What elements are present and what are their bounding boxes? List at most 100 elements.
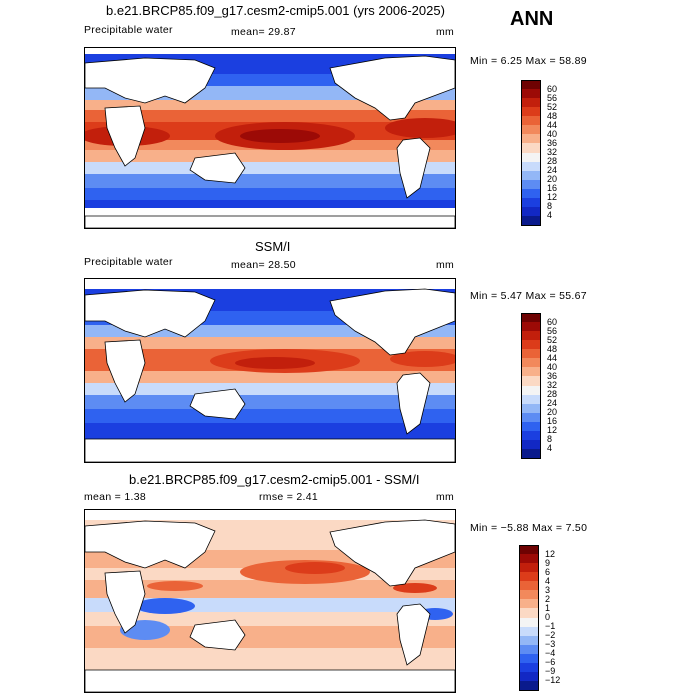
colorbar-swatch (521, 98, 541, 108)
colorbar-label: 28 (547, 156, 558, 167)
panel2-land (85, 288, 455, 462)
colorbar-label: 16 (547, 183, 558, 194)
colorbar-label: −2 (545, 630, 556, 641)
colorbar-label: 8 (547, 434, 553, 445)
colorbar-label: −12 (545, 675, 561, 686)
colorbar-swatch (519, 572, 539, 582)
panel3-map (84, 509, 456, 693)
colorbar-label: 8 (547, 201, 553, 212)
colorbar-swatch (521, 349, 541, 359)
colorbar-label: 44 (547, 119, 558, 130)
colorbar-label: 20 (547, 174, 558, 185)
season-label: ANN (510, 8, 554, 30)
colorbar-swatch (519, 671, 539, 682)
colorbar-swatch (519, 608, 539, 618)
panel3-rmse: rmse = 2.41 (259, 491, 319, 503)
panel2-minmax: Min = 5.47 Max = 55.67 (470, 290, 587, 302)
colorbar-label: 1 (545, 602, 551, 613)
panel1-minmax: Min = 6.25 Max = 58.89 (470, 55, 587, 67)
colorbar-swatch (521, 152, 541, 163)
panel1-units: mm (436, 26, 455, 38)
colorbar-swatch (519, 563, 539, 573)
colorbar-label: 32 (547, 380, 558, 390)
panel2-variable: Precipitable water (84, 256, 173, 268)
colorbar-label: 36 (547, 370, 558, 381)
colorbar-label: 24 (547, 165, 558, 176)
colorbar-label: 12 (547, 425, 558, 436)
colorbar-swatch (521, 331, 541, 341)
colorbar-swatch (519, 680, 539, 691)
colorbar-label: 24 (547, 398, 558, 409)
colorbar-swatch (521, 367, 541, 377)
panel2-title: SSM/I (255, 239, 291, 254)
panel3-units: mm (436, 491, 455, 503)
colorbar-label: 52 (547, 101, 558, 112)
colorbar-swatch (521, 448, 541, 459)
colorbar-label: 28 (547, 389, 558, 400)
colorbar-label: 60 (547, 83, 558, 94)
colorbar-swatch (521, 170, 541, 181)
colorbar-label: −6 (545, 657, 556, 668)
colorbar-label: 44 (547, 352, 558, 363)
colorbar-swatch (519, 644, 539, 655)
colorbar-label: 9 (545, 557, 551, 568)
colorbar-label: 0 (545, 612, 551, 622)
colorbar-swatch (519, 554, 539, 564)
colorbar-swatch (521, 403, 541, 414)
colorbar-label: −4 (545, 648, 556, 659)
colorbar-label: 4 (547, 443, 553, 454)
panel3-title: b.e21.BRCP85.f09_g17.cesm2-cmip5.001 - S… (129, 472, 420, 487)
colorbar-swatch (519, 590, 539, 600)
colorbar-swatch (521, 206, 541, 217)
colorbar-swatch (521, 188, 541, 199)
colorbar-swatch (519, 626, 539, 637)
colorbar-label: 56 (547, 92, 558, 103)
colorbar-label: 36 (547, 137, 558, 148)
colorbar-swatch (521, 439, 541, 450)
colorbar-label: 12 (547, 192, 558, 203)
colorbar-label: 48 (547, 110, 558, 121)
colorbar-swatch (521, 430, 541, 441)
colorbar-label: 52 (547, 334, 558, 345)
colorbar-swatch (521, 89, 541, 99)
colorbar-swatch (519, 599, 539, 609)
colorbar-swatch (521, 340, 541, 350)
colorbar-swatch (521, 215, 541, 226)
colorbar-label: 4 (545, 575, 551, 586)
colorbar-label: 40 (547, 128, 558, 139)
colorbar-swatch (521, 421, 541, 432)
colorbar-swatch (519, 545, 539, 555)
panel1-colorbar: 60 56 52 48 44 40 36 32 28 24 20 16 12 8 4 (521, 80, 581, 226)
panel1-land (85, 55, 455, 228)
panel3-minmax: Min = −5.88 Max = 7.50 (470, 522, 588, 534)
colorbar-label: −9 (545, 666, 556, 677)
colorbar-label: 16 (547, 416, 558, 427)
colorbar-label: 60 (547, 316, 558, 327)
panel2-mean: mean= 28.50 (231, 259, 296, 271)
colorbar-swatch (521, 107, 541, 117)
colorbar-swatch (519, 662, 539, 673)
panel2-colorbar: 60 56 52 48 44 40 36 32 28 24 20 16 12 8 4 (521, 313, 581, 459)
colorbar-swatch (521, 322, 541, 332)
panel1-mean: mean= 29.87 (231, 26, 296, 38)
colorbar-swatch (521, 134, 541, 144)
colorbar-swatch (519, 653, 539, 664)
colorbar-swatch (521, 385, 541, 396)
colorbar-label: 56 (547, 325, 558, 336)
colorbar-swatch (521, 161, 541, 172)
panel1-map (84, 47, 456, 229)
colorbar-label: 6 (545, 566, 551, 577)
panel2-map (84, 278, 456, 463)
colorbar-swatch (521, 143, 541, 153)
colorbar-label: 48 (547, 343, 558, 354)
colorbar-swatch (519, 617, 539, 628)
colorbar-label: −3 (545, 639, 556, 650)
colorbar-label: 2 (545, 593, 551, 604)
colorbar-swatch (519, 581, 539, 591)
colorbar-swatch (521, 116, 541, 126)
colorbar-label: 40 (547, 361, 558, 372)
panel3-land (85, 519, 455, 692)
colorbar-label: 32 (547, 147, 558, 157)
colorbar-swatch (521, 197, 541, 208)
colorbar-label: 4 (547, 210, 553, 221)
